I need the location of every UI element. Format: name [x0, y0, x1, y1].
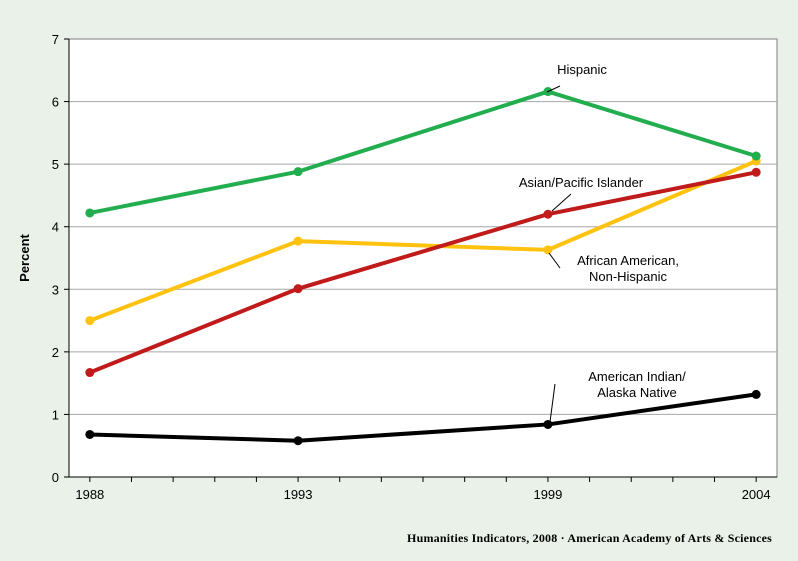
series-group — [85, 87, 761, 446]
series-line-3 — [87, 392, 759, 443]
x-tick-label: 2004 — [742, 487, 771, 502]
annotations: Hispanic Asian/Pacific Islander African Am… — [519, 62, 686, 423]
leader-line — [546, 85, 561, 93]
data-point — [85, 208, 95, 218]
leader-line — [549, 383, 556, 423]
annotation-line: Hispanic — [557, 62, 607, 77]
y-axis: 0 1 2 3 4 5 6 7 — [52, 32, 69, 485]
annotation-line: Non-Hispanic — [589, 269, 668, 284]
gridlines — [69, 101, 777, 415]
data-point — [543, 419, 553, 429]
annotation-label: Hispanic — [557, 62, 607, 77]
series-line-2 — [87, 159, 759, 323]
leader-line — [548, 252, 561, 269]
y-tick-label: 4 — [52, 220, 59, 235]
source-credit: Humanities Indicators, 2008 · American A… — [407, 531, 772, 545]
data-point — [293, 436, 303, 446]
annotation-line: Asian/Pacific Islander — [519, 175, 644, 190]
x-tick-label: 1993 — [284, 487, 313, 502]
x-axis: 1988 1993 1999 2004 — [68, 39, 777, 502]
y-tick-label: 3 — [52, 282, 59, 297]
data-point — [293, 284, 303, 294]
y-tick-label: 1 — [52, 407, 59, 422]
y-tick-label: 7 — [52, 32, 59, 47]
y-tick-label: 2 — [52, 345, 59, 360]
plot-area — [68, 38, 778, 478]
annotation-line: African American, — [577, 253, 679, 268]
annotation-line: Alaska Native — [597, 385, 676, 400]
data-point — [85, 316, 95, 326]
data-point — [543, 209, 553, 219]
y-tick-label: 0 — [52, 470, 59, 485]
y-axis-label: Percent — [17, 233, 32, 281]
annotation-label: African American, Non-Hispanic — [577, 253, 679, 284]
annotation-label: American Indian/Alaska Native — [588, 369, 686, 400]
annotation-label: Asian/Pacific Islander — [519, 175, 644, 190]
leader-line — [551, 193, 572, 212]
series-line-0 — [87, 89, 759, 215]
y-tick-label: 6 — [52, 95, 59, 110]
y-tick-label: 5 — [52, 157, 59, 172]
x-tick-label: 1999 — [533, 487, 562, 502]
data-point — [85, 368, 95, 378]
data-point — [85, 429, 95, 439]
x-tick-label: 1988 — [75, 487, 104, 502]
data-point — [543, 245, 553, 255]
annotation-line: American Indian/ — [588, 369, 686, 384]
data-point — [751, 151, 761, 161]
data-point — [293, 236, 303, 246]
data-point — [293, 167, 303, 177]
data-point — [751, 167, 761, 177]
data-point — [751, 389, 761, 399]
series-line-1 — [87, 170, 759, 375]
